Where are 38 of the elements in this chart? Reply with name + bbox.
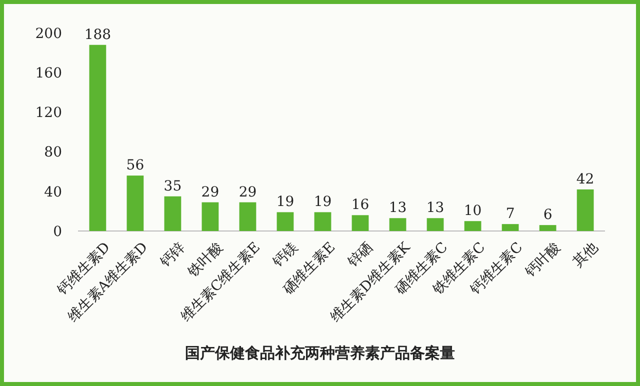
bar <box>464 221 482 231</box>
bar <box>389 218 406 231</box>
data-label: 13 <box>426 200 444 216</box>
data-label: 13 <box>388 200 407 216</box>
data-label: 19 <box>276 194 294 210</box>
y-tick-label: 0 <box>53 224 62 240</box>
y-tick-label: 80 <box>44 144 62 161</box>
bar <box>239 202 256 231</box>
data-label: 6 <box>543 207 552 224</box>
y-tick-label: 200 <box>35 26 62 42</box>
bar <box>502 224 519 231</box>
bar <box>352 215 369 231</box>
bar <box>164 196 182 231</box>
bar <box>276 212 294 231</box>
text: 国产保健食品补充两种营养素产品备案量 <box>185 344 455 362</box>
bar <box>314 212 332 231</box>
data-label: 7 <box>506 206 515 222</box>
y-tick-label: 40 <box>44 184 62 200</box>
bar <box>426 218 444 231</box>
data-label: 29 <box>201 184 220 200</box>
data-label: 42 <box>576 171 594 188</box>
bar <box>89 44 106 231</box>
data-label: 29 <box>238 184 257 200</box>
data-label: 19 <box>314 194 332 210</box>
data-label: 10 <box>464 203 482 220</box>
data-label: 35 <box>164 178 182 194</box>
data-label: 188 <box>84 26 112 43</box>
y-tick-label: 160 <box>35 66 62 82</box>
y-tick-label: 120 <box>35 105 62 122</box>
x-tick-label: 其他 <box>570 239 602 271</box>
x-tick-label: 钙锌 <box>156 239 188 272</box>
data-label: 16 <box>351 197 370 214</box>
bar <box>202 202 219 231</box>
data-label: 56 <box>126 158 144 174</box>
bar <box>539 225 556 231</box>
bar <box>126 176 144 231</box>
bar <box>576 189 594 231</box>
x-tick-label: 钙叶酸 <box>522 239 564 282</box>
